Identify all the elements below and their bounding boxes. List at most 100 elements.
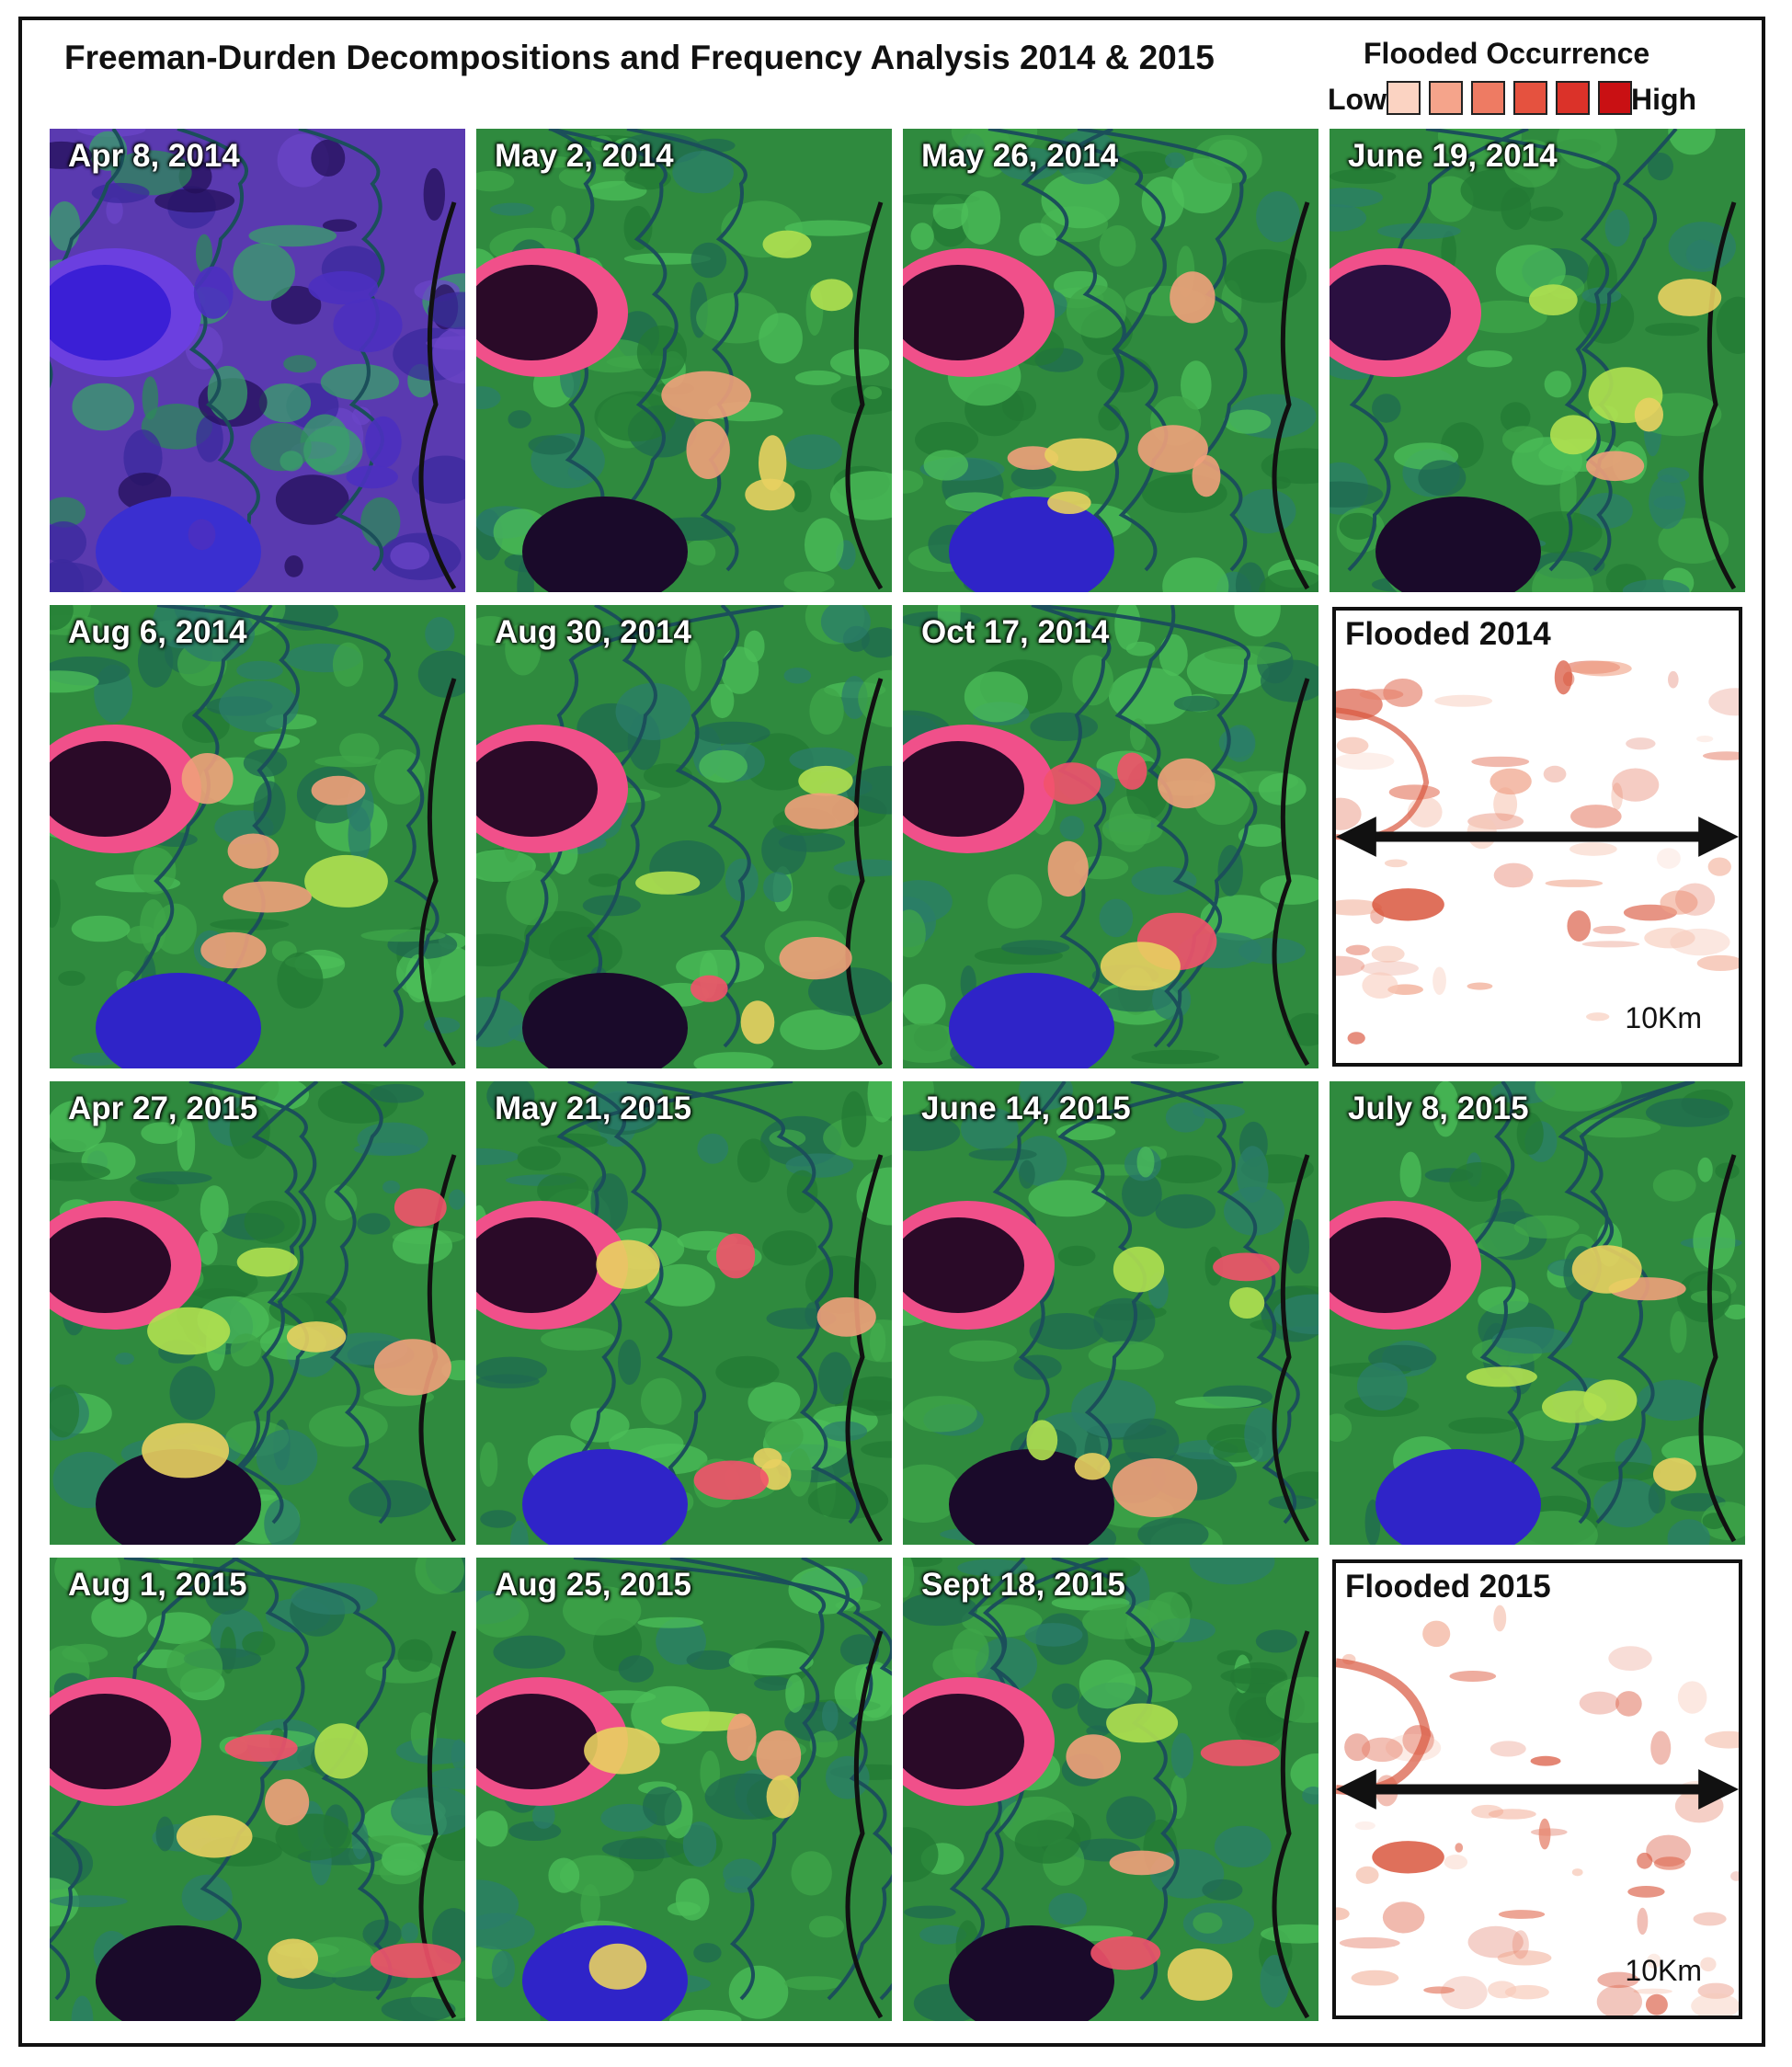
river-channel — [200, 1558, 309, 2001]
terrain-patch — [599, 623, 658, 641]
flood-occurrence-patch — [1626, 737, 1656, 750]
terrain-patch — [968, 1148, 1037, 1161]
flood-occurrence-patch — [1455, 1843, 1464, 1853]
terrain-patch — [998, 147, 1060, 181]
flooded-patch — [1653, 1457, 1696, 1491]
flooded-patch — [1634, 397, 1663, 432]
terrain-patch — [903, 984, 946, 1026]
terrain-patch — [1648, 1481, 1666, 1514]
terrain-patch — [505, 622, 542, 676]
terrain-patch — [1024, 1623, 1083, 1647]
lake — [903, 265, 1024, 360]
lake — [476, 265, 598, 360]
terrain-patch — [541, 1328, 615, 1351]
terrain-patch — [50, 605, 74, 631]
flooded-patch — [596, 1239, 660, 1289]
terrain-patch — [141, 1122, 183, 1145]
flood-occurrence-patch — [1696, 735, 1714, 743]
terrain-patch — [493, 1635, 565, 1669]
terrain-patch — [1330, 168, 1397, 184]
terrain-patch — [479, 1442, 498, 1487]
terrain-patch — [1685, 239, 1718, 269]
terrain-patch — [1066, 285, 1126, 338]
terrain-patch — [1432, 1081, 1460, 1137]
terrain-patch — [1029, 1313, 1103, 1350]
terrain-patch — [903, 193, 980, 205]
flood-occurrence-patch — [1730, 1871, 1739, 1881]
terrain-patch — [783, 571, 835, 592]
terrain-patch — [822, 1700, 839, 1731]
legend-high-label: High — [1631, 83, 1697, 116]
terrain-patch — [528, 435, 576, 455]
flood-occurrence-patch — [1471, 1804, 1504, 1819]
terrain-patch — [256, 1429, 318, 1486]
flood-occurrence-patch — [1336, 1907, 1350, 1921]
terrain-patch — [357, 1213, 391, 1235]
river-channel — [50, 129, 125, 389]
terrain-patch — [50, 879, 61, 928]
flood-occurrence-patch — [1360, 961, 1419, 976]
terrain-patch — [1244, 1407, 1279, 1462]
legend-swatch — [1387, 81, 1421, 115]
terrain-patch — [264, 1499, 301, 1545]
terrain-patch — [861, 627, 892, 658]
flooded-patch — [268, 1938, 318, 1979]
terrain-patch — [822, 1421, 868, 1442]
terrain-patch — [423, 1017, 461, 1034]
terrain-patch — [903, 1558, 915, 1598]
river-channel — [675, 605, 751, 1048]
lake — [1330, 265, 1451, 360]
flooded-patch — [265, 1778, 310, 1826]
sar-image — [50, 1081, 465, 1545]
flood-occurrence-patch — [1656, 848, 1681, 869]
flood-occurrence-patch — [1490, 1741, 1526, 1757]
terrain-patch — [867, 1081, 892, 1123]
terrain-patch — [805, 518, 844, 572]
flooded-patch — [308, 270, 379, 305]
terrain-patch — [196, 415, 223, 463]
panel-date-label: Apr 8, 2014 — [68, 138, 240, 174]
terrain-patch — [537, 1172, 589, 1208]
terrain-patch — [370, 1083, 424, 1103]
river-channel — [213, 605, 301, 1048]
flooded-patch — [1466, 1366, 1537, 1388]
flooded-patch — [1192, 455, 1221, 497]
terrain-patch — [489, 202, 534, 216]
flooded-patch — [224, 1734, 298, 1762]
terrain-patch — [280, 451, 303, 472]
terrain-patch — [790, 480, 812, 513]
flood-occurrence-patch — [1647, 1953, 1661, 1969]
flood-occurrence-patch — [1339, 1936, 1400, 1949]
flood-occurrence-patch — [1592, 925, 1626, 934]
flood-occurrence-patch — [1493, 1604, 1507, 1632]
terrain-patch — [759, 313, 803, 364]
main-river — [845, 678, 884, 1067]
terrain-patch — [1059, 816, 1085, 840]
legend-low-label: Low — [1328, 83, 1387, 116]
panel-date-label: June 14, 2015 — [921, 1091, 1131, 1126]
flooded-patch — [756, 1730, 802, 1781]
terrain-patch — [258, 383, 312, 423]
terrain-patch — [600, 1803, 657, 1833]
flood-occurrence-patch — [1660, 890, 1698, 915]
flood-occurrence-patch — [1586, 1012, 1610, 1022]
terrain-patch — [531, 1802, 555, 1829]
terrain-patch — [937, 605, 961, 642]
terrain-patch — [177, 1117, 196, 1171]
terrain-patch — [476, 933, 530, 967]
sar-panel: June 19, 2014 — [1330, 129, 1745, 592]
terrain-patch — [432, 326, 465, 384]
lake — [50, 265, 171, 360]
terrain-patch — [244, 1200, 300, 1244]
terrain-patch — [1646, 1098, 1729, 1127]
terrain-patch — [1330, 204, 1367, 232]
terrain-patch — [839, 1634, 879, 1666]
legend-swatch — [1598, 81, 1632, 115]
sar-panel: Apr 8, 2014 — [50, 129, 465, 592]
flood-occurrence-patch — [1362, 972, 1398, 999]
river-channel — [1548, 129, 1678, 572]
terrain-patch — [524, 910, 599, 961]
terrain-patch — [391, 1787, 465, 1836]
terrain-patch — [322, 219, 358, 232]
flood-occurrence-patch — [1336, 955, 1365, 976]
